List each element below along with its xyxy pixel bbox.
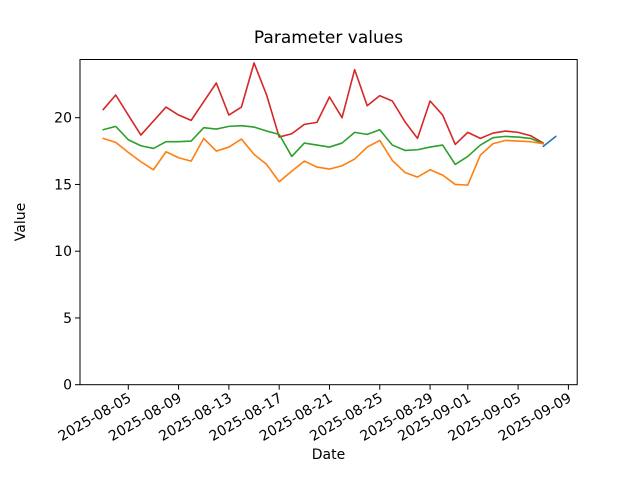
plot-area bbox=[79, 59, 578, 386]
y-axis-ticks: 0 5 10 15 20 bbox=[54, 111, 80, 394]
y-tick-label: 20 bbox=[54, 111, 72, 127]
blue-series-line bbox=[542, 135, 557, 148]
y-tick-label: 5 bbox=[63, 311, 72, 327]
y-tick-label: 10 bbox=[54, 244, 72, 260]
y-tick-label: 0 bbox=[63, 378, 72, 394]
chart-title: Parameter values bbox=[254, 28, 403, 48]
data-series-lines bbox=[102, 62, 557, 186]
green-series-line bbox=[102, 124, 545, 166]
orange-series-line bbox=[102, 137, 545, 186]
x-axis-ticks: 2025-08-052025-08-092025-08-132025-08-17… bbox=[56, 384, 574, 445]
x-axis-label: Date bbox=[312, 447, 345, 463]
red-series-line bbox=[102, 62, 545, 146]
y-axis-label: Value bbox=[13, 203, 29, 241]
y-tick-label: 15 bbox=[54, 177, 72, 193]
